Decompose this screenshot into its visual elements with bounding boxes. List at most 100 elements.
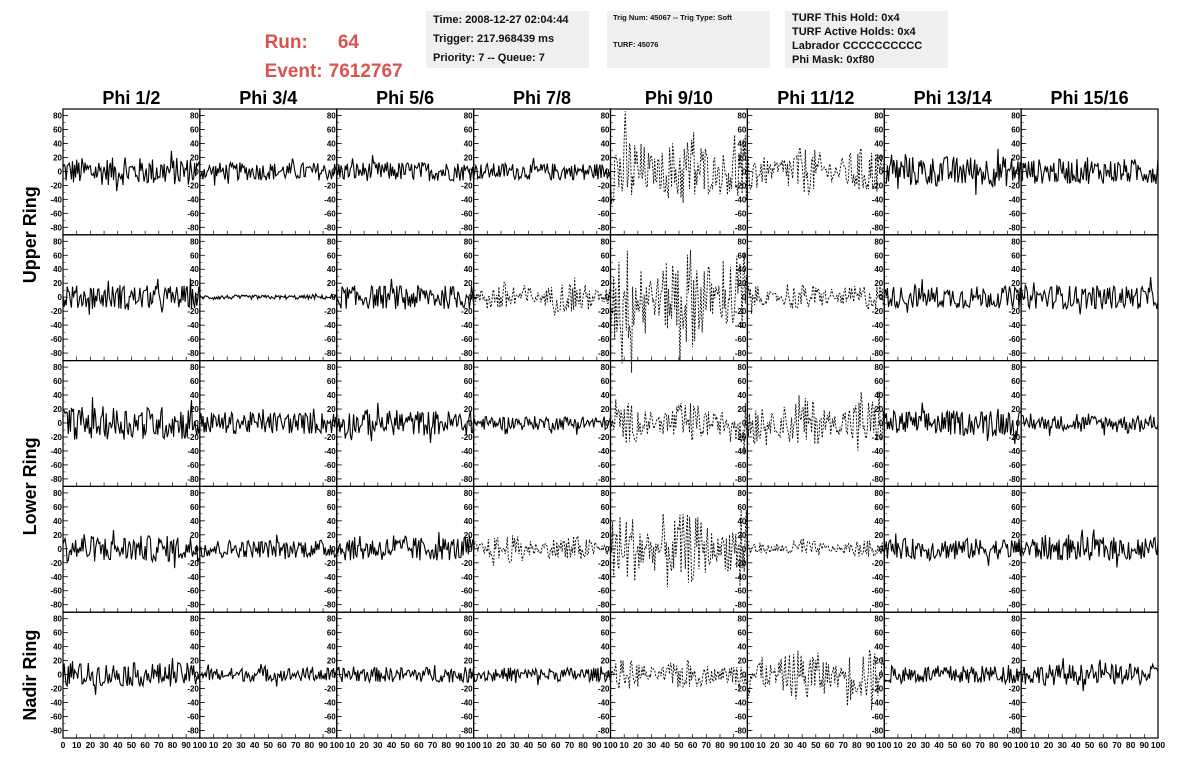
time-info-box: Time: 2008-12-27 02:04:44 Trigger: 217.9… bbox=[426, 11, 589, 68]
x-tick-label-c3: 50 bbox=[400, 740, 410, 750]
ring-label-1: Upper Ring bbox=[20, 186, 40, 283]
waveform-r1c6 bbox=[746, 147, 885, 195]
x-tick-label-c2: 60 bbox=[277, 740, 287, 750]
y-tick-label-r3c8: 40 bbox=[1011, 391, 1020, 400]
trig-num-text: Trig Num: 45067 -- Trig Type: Soft bbox=[613, 13, 733, 22]
y-tick-label-r3c4: 0 bbox=[468, 419, 473, 428]
y-tick-label-r4c4: -60 bbox=[461, 587, 473, 596]
y-tick-label-r2c2: -60 bbox=[187, 335, 199, 344]
x-tick-label-c8: 30 bbox=[1057, 740, 1067, 750]
y-tick-label-r3c5: -80 bbox=[598, 475, 610, 484]
y-tick-label-r3c2: 40 bbox=[190, 391, 199, 400]
y-tick-label-r4c1: 20 bbox=[53, 531, 62, 540]
y-tick-label-r1c6: -20 bbox=[735, 181, 747, 190]
x-tick-label-c2: 40 bbox=[250, 740, 260, 750]
event-label: Event: 7612767 bbox=[254, 39, 403, 83]
waveform-r2c8 bbox=[1020, 276, 1159, 315]
y-tick-label-r5c8: 40 bbox=[1011, 643, 1020, 652]
x-tick-label-c4: 50 bbox=[537, 740, 547, 750]
waveform-r3c2 bbox=[199, 408, 338, 435]
y-tick-label-r3c1: -80 bbox=[50, 475, 62, 484]
y-tick-label-r4c4: -80 bbox=[461, 601, 473, 610]
y-tick-label-r3c7: 80 bbox=[874, 363, 883, 372]
y-tick-label-r3c1: 0 bbox=[58, 419, 63, 428]
phi-mask-text: Phi Mask: 0xf80 bbox=[792, 54, 875, 66]
y-tick-label-r4c8: 80 bbox=[1011, 489, 1020, 498]
y-tick-label-r1c4: -40 bbox=[461, 195, 473, 204]
x-tick-label-c8: 20 bbox=[1044, 740, 1054, 750]
y-tick-label-r4c8: -80 bbox=[1009, 601, 1021, 610]
y-tick-label-r3c4: -60 bbox=[461, 461, 473, 470]
waveform-r2c3 bbox=[336, 278, 475, 310]
y-tick-label-r2c8: -80 bbox=[1009, 349, 1021, 358]
y-tick-label-r1c6: 60 bbox=[737, 125, 746, 134]
panel-frame-r5c1 bbox=[62, 611, 201, 739]
y-tick-label-r2c3: -60 bbox=[324, 335, 336, 344]
y-tick-label-r1c3: 60 bbox=[327, 125, 336, 134]
y-tick-label-r4c1: 40 bbox=[53, 517, 62, 526]
y-tick-label-r4c6: -20 bbox=[735, 559, 747, 568]
y-tick-label-r3c1: -20 bbox=[50, 433, 62, 442]
y-tick-label-r2c8: 0 bbox=[1016, 293, 1021, 302]
y-tick-label-r1c7: -20 bbox=[872, 181, 884, 190]
x-tick-label-c5: 90 bbox=[729, 740, 739, 750]
y-tick-label-r1c4: 0 bbox=[468, 167, 473, 176]
y-tick-label-r2c6: -60 bbox=[735, 335, 747, 344]
ring-label-2: Lower Ring bbox=[20, 437, 40, 535]
y-tick-label-r5c4: 20 bbox=[464, 657, 473, 666]
y-tick-label-r1c7: 80 bbox=[874, 111, 883, 120]
y-tick-label-r2c7: -60 bbox=[872, 335, 884, 344]
x-tick-label-c4: 40 bbox=[524, 740, 534, 750]
y-tick-label-r5c1: -40 bbox=[50, 699, 62, 708]
y-tick-label-r1c1: -80 bbox=[50, 223, 62, 232]
y-tick-label-r2c2: 60 bbox=[190, 251, 199, 260]
y-tick-label-r5c2: -80 bbox=[187, 727, 199, 736]
y-tick-label-r2c3: -40 bbox=[324, 321, 336, 330]
y-tick-label-r3c8: 60 bbox=[1011, 377, 1020, 386]
x-tick-label-c1: 20 bbox=[86, 740, 96, 750]
y-tick-label-r1c4: -60 bbox=[461, 209, 473, 218]
y-tick-label-r2c5: 0 bbox=[605, 293, 610, 302]
y-tick-label-r3c4: -20 bbox=[461, 433, 473, 442]
y-tick-label-r5c4: -40 bbox=[461, 699, 473, 708]
y-tick-label-r3c8: 0 bbox=[1016, 419, 1021, 428]
y-tick-label-r1c8: -60 bbox=[1009, 209, 1021, 218]
y-tick-label-r5c3: -20 bbox=[324, 685, 336, 694]
y-tick-label-r3c5: -20 bbox=[598, 433, 610, 442]
x-tick-label-c6: 90 bbox=[866, 740, 876, 750]
x-tick-label-c5: 50 bbox=[674, 740, 684, 750]
y-tick-label-r2c4: -20 bbox=[461, 307, 473, 316]
y-tick-label-r3c8: 80 bbox=[1011, 363, 1020, 372]
y-tick-label-r2c3: 60 bbox=[327, 251, 336, 260]
waveform-r1c2 bbox=[199, 158, 338, 186]
y-tick-label-r5c8: 80 bbox=[1011, 615, 1020, 624]
waveform-r1c7 bbox=[883, 148, 1022, 196]
y-tick-label-r3c6: -80 bbox=[735, 475, 747, 484]
y-tick-label-r3c4: 80 bbox=[464, 363, 473, 372]
x-tick-label-c1: 90 bbox=[181, 740, 191, 750]
y-tick-label-r4c2: -60 bbox=[187, 587, 199, 596]
y-tick-label-r4c6: 80 bbox=[737, 489, 746, 498]
waveform-r3c7 bbox=[883, 402, 1022, 445]
y-tick-label-r1c8: -20 bbox=[1009, 181, 1021, 190]
y-tick-label-r2c7: 40 bbox=[874, 265, 883, 274]
y-tick-label-r2c4: 80 bbox=[464, 237, 473, 246]
y-tick-label-r4c7: 20 bbox=[874, 531, 883, 540]
y-tick-label-r5c6: 0 bbox=[742, 671, 747, 680]
y-tick-label-r2c8: 40 bbox=[1011, 265, 1020, 274]
waveform-r3c8 bbox=[1020, 413, 1159, 436]
y-tick-label-r4c4: 80 bbox=[464, 489, 473, 498]
y-tick-label-r5c3: -60 bbox=[324, 713, 336, 722]
y-tick-label-r4c6: 60 bbox=[737, 503, 746, 512]
x-tick-label-c5: 20 bbox=[633, 740, 643, 750]
turf-active-holds-text: TURF Active Holds: 0x4 bbox=[792, 26, 916, 38]
waveform-r2c1 bbox=[62, 278, 201, 315]
x-tick-label-c5: 70 bbox=[702, 740, 712, 750]
y-tick-label-r1c1: 0 bbox=[58, 167, 63, 176]
y-tick-label-r4c5: 40 bbox=[601, 517, 610, 526]
time-text: Time: 2008-12-27 02:04:44 bbox=[433, 14, 569, 26]
y-tick-label-r5c7: 80 bbox=[874, 615, 883, 624]
y-tick-label-r4c7: -80 bbox=[872, 601, 884, 610]
y-tick-label-r5c8: -80 bbox=[1009, 727, 1021, 736]
y-tick-label-r5c3: 40 bbox=[327, 643, 336, 652]
